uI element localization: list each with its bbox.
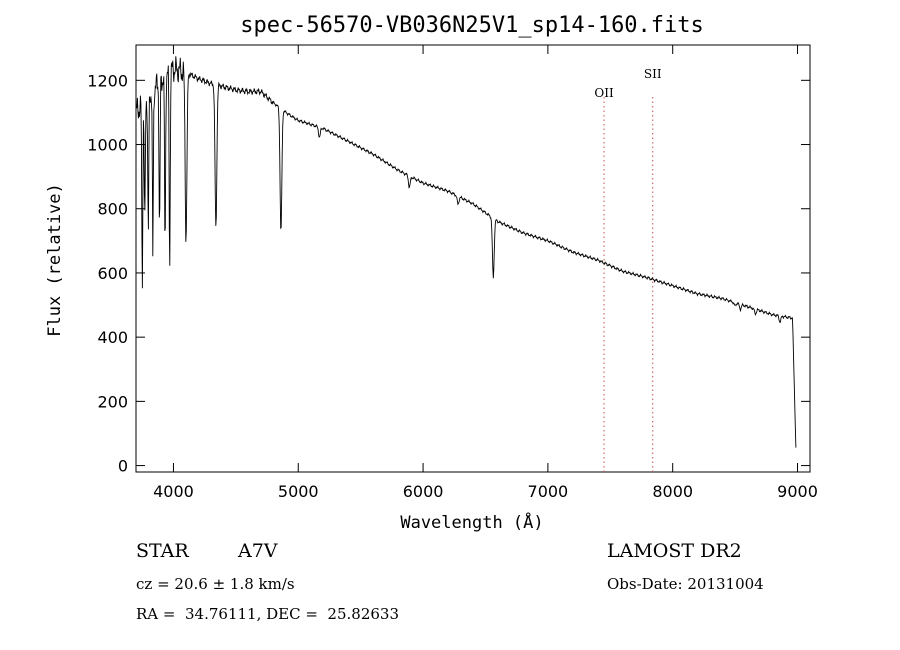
coordinates-text: RA = 34.76111, DEC = 25.82633 [136,605,400,623]
spectrum-line [135,56,797,448]
redshift-text: cz = 20.6 ± 1.8 km/s [136,575,295,593]
x-tick-label: 6000 [403,482,444,501]
marker-label: SII [644,67,662,81]
x-tick-label: 8000 [652,482,693,501]
x-tick-label: 5000 [278,482,319,501]
obs-date-text: Obs-Date: 20131004 [607,575,764,593]
x-tick-label: 4000 [153,482,194,501]
object-subclass: A7V [238,540,278,562]
x-tick-label: 7000 [528,482,569,501]
y-tick-label: 200 [97,392,128,411]
plot-frame [135,44,811,473]
y-tick-label: 400 [97,328,128,347]
chart-title: spec-56570-VB036N25V1_sp14-160.fits [240,13,704,38]
emission-markers: OII SII [594,67,662,472]
y-tick-label: 600 [97,264,128,283]
axis-ticks: 4000 5000 6000 7000 8000 9000 0 200 400 600 800 100… [87,45,818,501]
marker-label: OII [594,86,614,100]
y-tick-label: 1200 [87,71,128,90]
spectrum-plot: spec-56570-VB036N25V1_sp14-160.fits 4000… [45,13,818,533]
object-class: STAR [136,540,189,562]
y-tick-label: 0 [118,457,128,476]
y-tick-label: 800 [97,200,128,219]
y-tick-label: 1000 [87,136,128,155]
x-tick-label: 9000 [777,482,818,501]
y-axis-label: Flux (relative) [45,183,65,337]
x-axis-label: Wavelength (Å) [400,511,543,533]
survey-name: LAMOST DR2 [607,540,742,562]
